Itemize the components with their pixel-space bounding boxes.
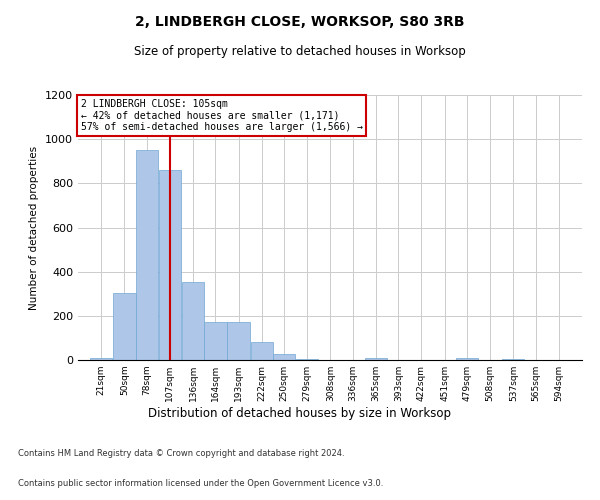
Bar (365, 358, 387, 360)
Bar (158, 170, 181, 360)
Bar (456, 358, 478, 360)
Bar (227, 322, 250, 360)
Text: Contains HM Land Registry data © Crown copyright and database right 2024.: Contains HM Land Registry data © Crown c… (18, 448, 344, 458)
Text: Size of property relative to detached houses in Worksop: Size of property relative to detached ho… (134, 45, 466, 58)
Bar (136, 150, 158, 360)
Bar (113, 292, 136, 360)
Text: Contains public sector information licensed under the Open Government Licence v3: Contains public sector information licen… (18, 478, 383, 488)
Bar (273, 354, 295, 360)
Bar (251, 342, 273, 360)
Bar (502, 359, 524, 360)
Text: 2 LINDBERGH CLOSE: 105sqm
← 42% of detached houses are smaller (1,171)
57% of se: 2 LINDBERGH CLOSE: 105sqm ← 42% of detac… (80, 99, 362, 132)
Bar (90, 358, 112, 360)
Text: Distribution of detached houses by size in Worksop: Distribution of detached houses by size … (149, 408, 452, 420)
Bar (204, 322, 227, 360)
Text: 2, LINDBERGH CLOSE, WORKSOP, S80 3RB: 2, LINDBERGH CLOSE, WORKSOP, S80 3RB (135, 15, 465, 29)
Bar (296, 359, 319, 360)
Bar (182, 282, 204, 360)
Y-axis label: Number of detached properties: Number of detached properties (29, 146, 40, 310)
